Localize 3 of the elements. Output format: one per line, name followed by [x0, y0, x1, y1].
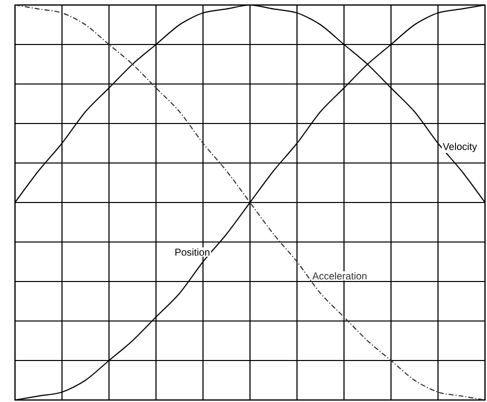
- series-label: Position: [175, 248, 210, 256]
- series-label: Acceleration: [312, 272, 366, 280]
- series-label: Velocity: [442, 142, 478, 152]
